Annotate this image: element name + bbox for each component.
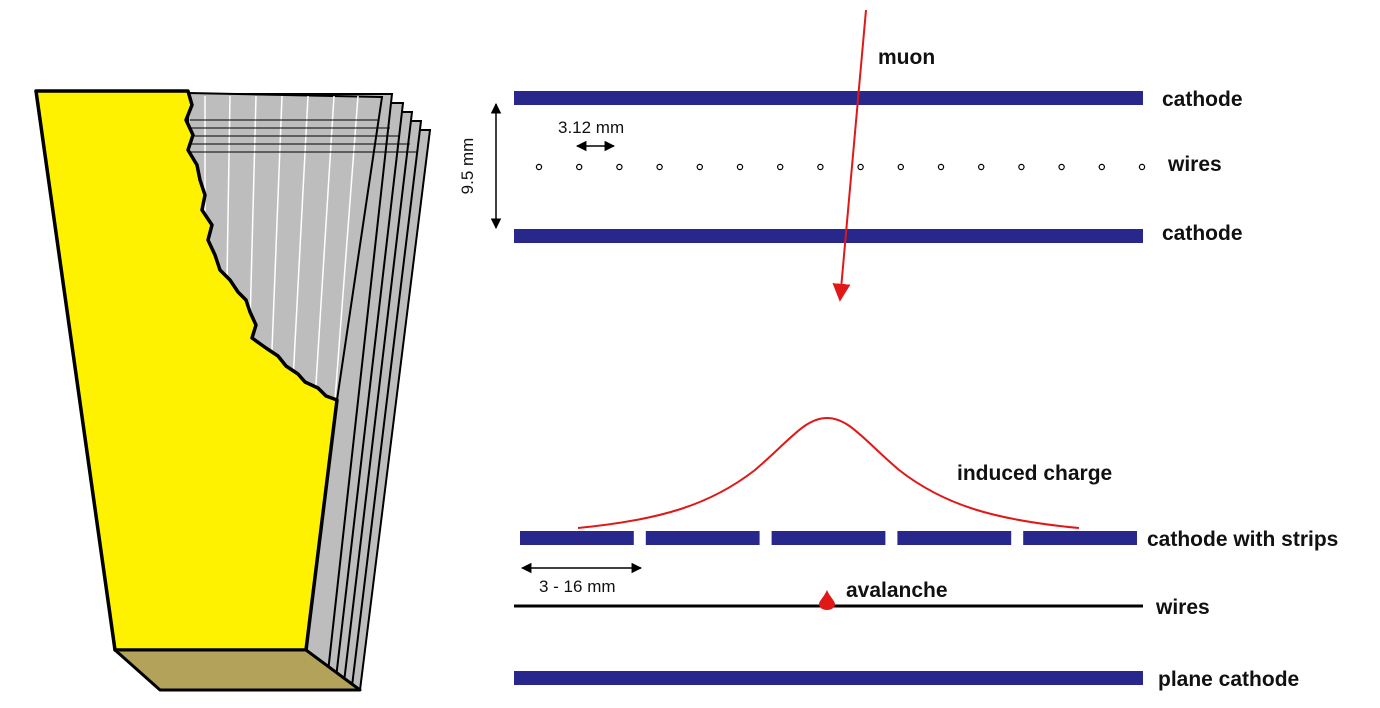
chamber-bottom-face [113,648,362,692]
cathode-plane-top [514,91,1143,105]
bottom-cross-section: induced charge cathode with strips 3 - 1… [514,416,1338,691]
plane-cathode [514,671,1143,685]
wire-pitch-label: 3.12 mm [558,118,624,137]
wire-dot [857,163,864,171]
induced-charge-label: induced charge [957,462,1112,485]
cathode-bottom-label: cathode [1162,222,1243,245]
strip-width-label: 3 - 16 mm [539,577,616,596]
wire-dot [1138,163,1146,171]
cathode-strip [1023,531,1137,545]
cathode-top-label: cathode [1162,88,1243,111]
cathode-strip [645,531,760,545]
gap-label: 9.5 mm [458,138,477,195]
wire-dot [1058,163,1065,171]
cathode-strip [897,531,1012,545]
wire-dot [616,163,623,171]
muon-label: muon [878,46,935,69]
wire-dot [777,163,784,171]
wire-dot [1018,163,1025,171]
induced-charge-curve [577,416,1080,529]
cathode-strip [771,531,886,545]
cutaway-chamber-illustration [34,89,432,692]
wire-dot [1098,163,1106,171]
wire-row [535,163,1146,171]
cathode-strips-label: cathode with strips [1147,528,1338,551]
wire-dot [978,163,985,171]
wire-dot [937,163,945,171]
wire-dot [576,163,583,171]
wire-dot [535,163,543,171]
avalanche-label: avalanche [846,579,948,602]
wire-dot [897,163,905,171]
cathode-plane-bottom [514,229,1143,243]
cathode-strip [520,531,634,545]
top-cross-section: 9.5 mm 3.12 mm muon cathode wires cathod… [458,9,1243,302]
wire-dot [656,163,663,171]
muon-track [832,9,867,302]
wire-dot [817,163,824,171]
chamber-front-face [34,89,339,652]
wires-bottom-label: wires [1155,596,1210,619]
wires-top-label: wires [1167,153,1222,176]
plane-cathode-label: plane cathode [1158,668,1299,691]
cathode-strips [520,531,1137,545]
drop-icon [819,590,835,610]
wire-dot [736,163,744,171]
wire-dot [696,163,704,171]
chamber-strip-lines [190,119,418,153]
